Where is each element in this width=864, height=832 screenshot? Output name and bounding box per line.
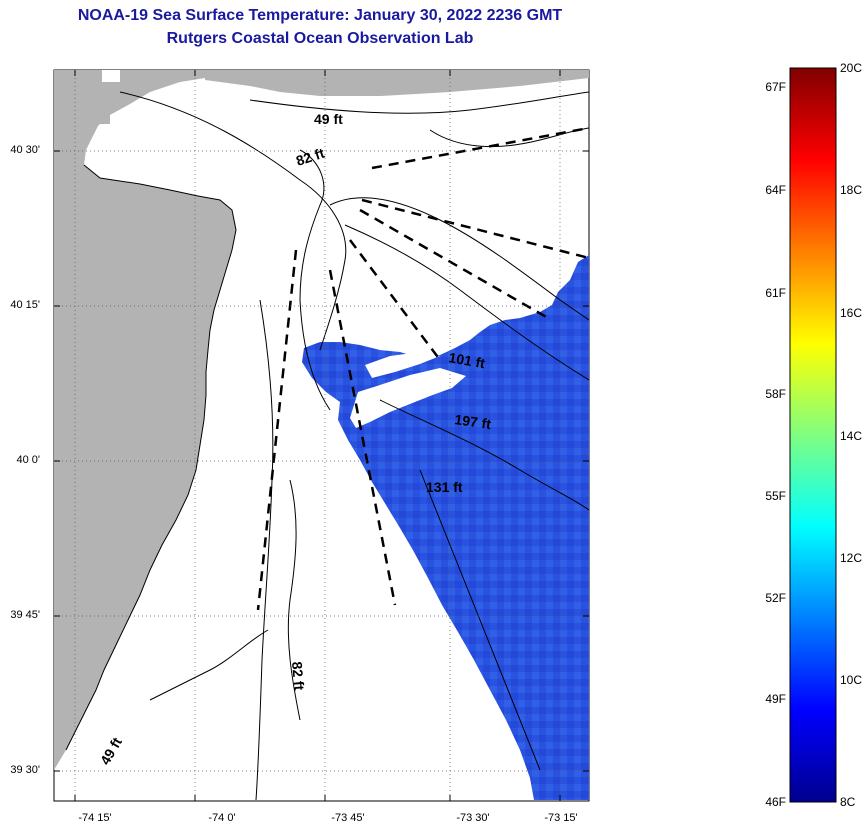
colorbar-label-f: 55F [765,489,786,503]
tick-marks [54,70,589,801]
contour-label: 101 ft [447,349,486,371]
dashed-line [349,239,441,361]
map-subtitle: Rutgers Coastal Ocean Observation Lab [166,30,474,47]
contour-line [419,469,541,771]
contour-line [255,299,274,801]
dashed-line [328,269,397,606]
cloud-gap [365,352,440,378]
colorbar-label-c: 16C [840,306,863,320]
lat-label: 39 30' [10,764,40,776]
lat-label: 40 0' [16,454,40,466]
land-patch [102,70,120,82]
colorbar-label-f: 46F [765,795,786,809]
contour-line [249,91,589,114]
contour-line [149,629,269,701]
colorbar-label-c: 20C [840,61,863,75]
land-mass [54,70,236,770]
colorbar-label-f: 61F [765,286,786,300]
colorbar-label-f: 52F [765,591,786,605]
contour-line [299,149,331,411]
contour-label: 197 ft [454,411,493,432]
land-patch [96,100,110,124]
colorbar-label-c: 12C [840,551,863,565]
colorbar-label-c: 10C [840,673,863,687]
coastline [65,164,237,751]
colorbar-label-f: 64F [765,183,786,197]
colorbar-label-c: 18C [840,183,863,197]
contour-line [329,197,589,321]
contour-label: 82 ft [289,661,307,691]
lat-label: 39 45' [10,609,40,621]
colorbar-label-c: 14C [840,429,863,443]
dashed-line [361,198,589,260]
dashed-line [359,208,549,320]
lon-label: -73 15' [544,812,578,824]
contour-label: 49 ft [314,111,343,127]
colorbar-label-f: 58F [765,387,786,401]
colorbar-label-f: 67F [765,80,786,94]
dashed-line [371,126,589,170]
map-title: NOAA-19 Sea Surface Temperature: January… [77,7,563,24]
dashed-line [256,249,298,611]
contour-line [287,479,301,721]
contour-label: 131 ft [426,479,463,495]
lon-label: -73 45' [331,812,365,824]
colorbar-label-f: 49F [765,692,786,706]
contour-line [119,91,347,351]
lon-label: -73 30' [456,812,490,824]
long-island [205,70,589,96]
contour-line [379,399,589,511]
colorbar-label-c: 8C [840,795,856,809]
lat-label: 40 15' [10,299,40,311]
lon-label: -74 15' [78,812,112,824]
cloud-gap [350,368,466,428]
lat-label: 40 30' [10,144,40,156]
lon-label: -74 0' [208,812,236,824]
contour-line [344,224,589,381]
colorbar [789,67,837,803]
